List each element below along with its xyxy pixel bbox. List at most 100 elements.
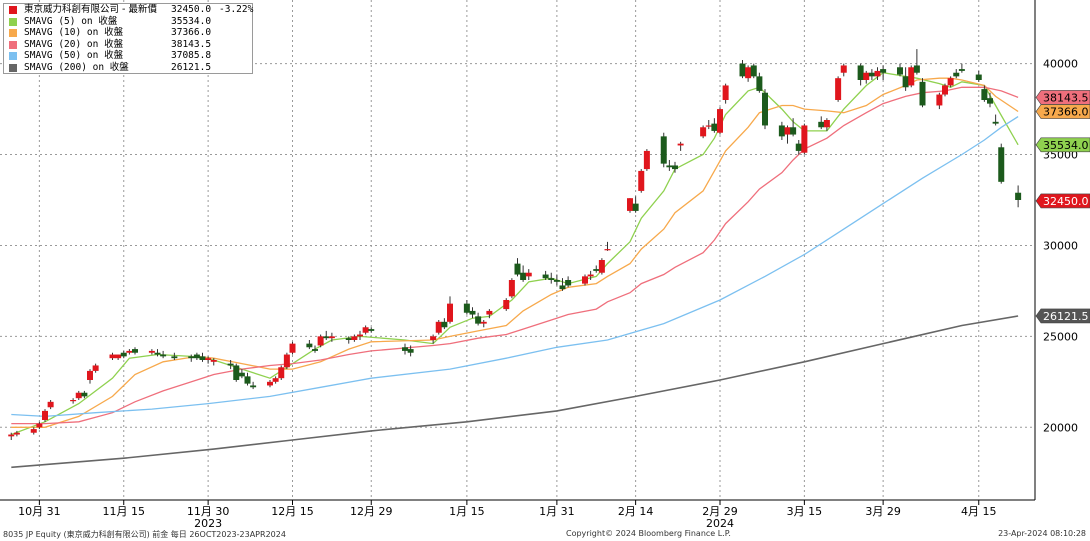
- candle: [660, 132, 667, 168]
- candle-body: [666, 165, 673, 168]
- candle: [120, 350, 127, 359]
- candle-body: [154, 352, 161, 355]
- price-tag-box: [1035, 104, 1090, 119]
- price-tag: 26121.5: [1035, 308, 1090, 324]
- candle-body: [739, 63, 746, 77]
- candle: [818, 116, 825, 130]
- price-tag-label: 35534.0: [1043, 139, 1089, 152]
- candle-body: [975, 74, 982, 80]
- x-tick-label: 12月 29: [350, 505, 393, 518]
- candle: [880, 65, 887, 80]
- candle-body: [790, 127, 797, 135]
- candle: [705, 120, 712, 130]
- candle: [357, 330, 363, 340]
- candle-body: [548, 278, 555, 280]
- candle-body: [402, 347, 408, 351]
- candle-body: [120, 352, 127, 357]
- candle-body: [430, 336, 437, 340]
- legend-swatch-price: [9, 6, 17, 14]
- candle: [368, 327, 375, 333]
- candle: [700, 125, 707, 139]
- candle-body: [463, 303, 470, 313]
- candle: [47, 400, 54, 410]
- candle-body: [627, 198, 633, 211]
- candle-body: [857, 65, 864, 80]
- candle: [36, 421, 43, 430]
- candle-body: [435, 321, 442, 333]
- candle-body: [81, 392, 88, 397]
- candle: [126, 349, 133, 355]
- price-tag: 37366.0: [1035, 104, 1090, 119]
- price-tag-label: 32450.0: [1043, 195, 1089, 208]
- candle-body: [711, 123, 718, 131]
- candle-body: [317, 336, 324, 346]
- candle: [75, 390, 82, 400]
- candle: [717, 107, 723, 135]
- candle-body: [244, 376, 251, 384]
- candle-body: [238, 372, 245, 377]
- candle-body: [447, 303, 453, 322]
- candle-body: [267, 381, 273, 386]
- legend-value: 38143.5: [171, 38, 212, 50]
- candle: [998, 143, 1005, 184]
- candle: [154, 349, 161, 357]
- candle: [227, 360, 234, 370]
- candle: [863, 70, 870, 84]
- candle-body: [672, 165, 678, 170]
- legend-label: SMAVG (20) on 收盤: [24, 38, 124, 50]
- candle: [92, 363, 99, 373]
- x-tick-label: 10月 31: [18, 505, 61, 518]
- candle: [897, 63, 903, 77]
- candle-body: [148, 350, 155, 353]
- candle-body: [227, 363, 234, 366]
- candle: [936, 92, 943, 110]
- candle: [469, 307, 476, 319]
- candle-body: [553, 280, 560, 282]
- legend-label: SMAVG (5) on 收盤: [24, 15, 118, 27]
- candle-body: [638, 170, 645, 191]
- candle-body: [323, 336, 330, 339]
- candle-body: [559, 285, 566, 290]
- legend-value: 37366.0: [171, 27, 212, 38]
- candle: [638, 169, 645, 193]
- candle-body: [283, 354, 290, 368]
- candle: [1015, 185, 1022, 208]
- candle: [244, 372, 251, 386]
- candle: [132, 347, 138, 355]
- legend: 東京威力科創有限公司 - 最新價 32450.0 -3.22% SMAVG (5…: [3, 3, 253, 74]
- candle: [508, 278, 515, 299]
- candle-body: [936, 94, 943, 106]
- candle: [919, 78, 926, 108]
- legend-swatch: [9, 29, 17, 37]
- candle: [8, 432, 15, 440]
- candle-body: [908, 67, 915, 86]
- candle: [70, 398, 77, 404]
- x-tick-label: 2月 29: [702, 505, 738, 518]
- candle: [109, 352, 116, 360]
- candle: [328, 332, 335, 342]
- candle: [947, 76, 954, 88]
- candle: [795, 140, 802, 155]
- candle-body: [75, 392, 82, 399]
- candle-body: [160, 354, 167, 357]
- candle-body: [210, 360, 217, 362]
- legend-value: 26121.5: [171, 61, 212, 73]
- price-tags: 38143.5 37366.0 35534.0 32450.0 26121.5: [1035, 90, 1090, 324]
- candle: [992, 114, 999, 126]
- candle: [857, 63, 864, 86]
- candle-body: [47, 401, 54, 408]
- candle: [317, 334, 324, 348]
- price-tag-box: [1035, 137, 1090, 153]
- candle: [666, 160, 673, 171]
- candle: [711, 118, 718, 133]
- candle: [868, 69, 875, 80]
- y-tick-label: 20000: [1043, 421, 1078, 434]
- candle-body: [542, 274, 549, 279]
- candle-body: [981, 89, 988, 100]
- price-tag-box: [1035, 193, 1090, 209]
- candle-body: [351, 336, 358, 340]
- candle-body: [36, 423, 43, 428]
- candle: [559, 278, 566, 291]
- candle: [441, 318, 448, 330]
